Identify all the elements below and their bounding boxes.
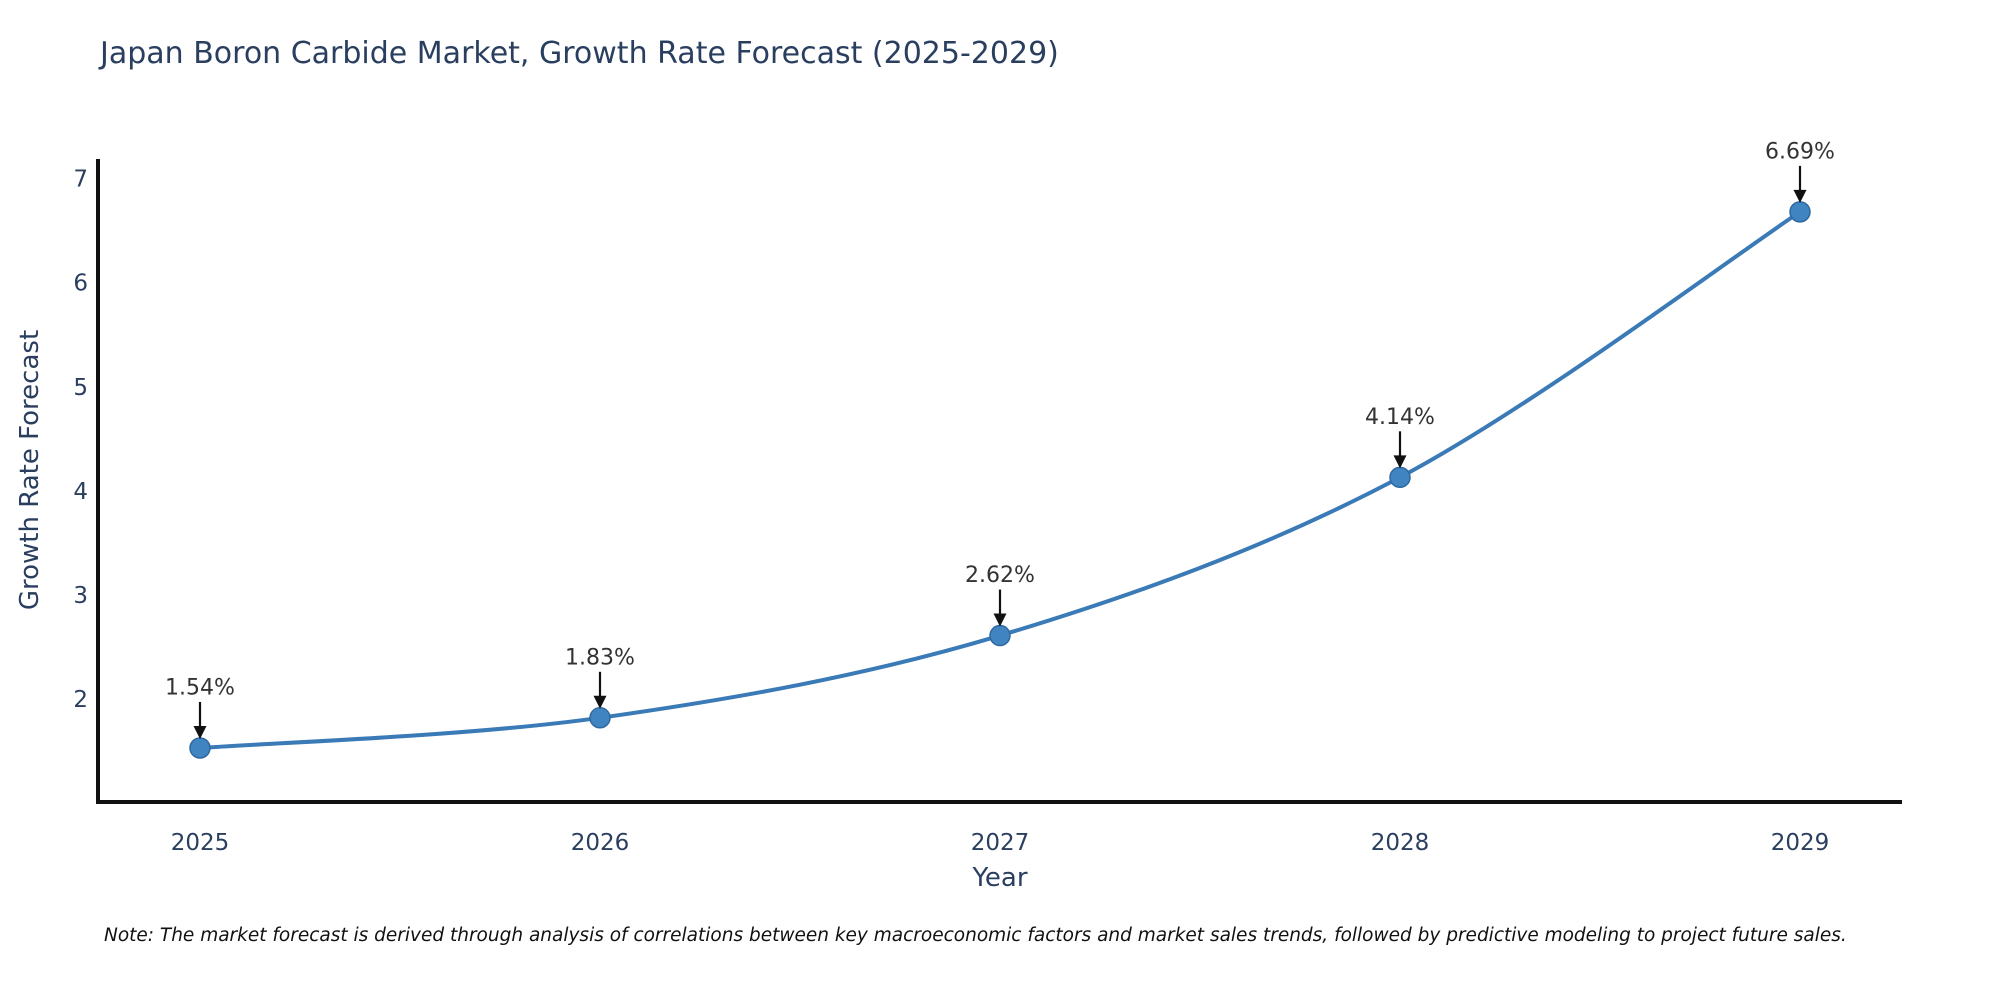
y-tick-label: 3	[73, 583, 88, 609]
annotation-arrow-head	[593, 695, 607, 709]
data-point-marker	[589, 707, 611, 729]
annotation-arrow-head	[993, 613, 1007, 627]
chart-footnote: Note: The market forecast is derived thr…	[104, 925, 1847, 946]
y-tick-label: 7	[73, 167, 88, 193]
data-point-marker	[1789, 201, 1811, 223]
x-tick-label: 2028	[1371, 830, 1430, 856]
data-point-label: 1.54%	[165, 675, 235, 700]
annotation-arrow-head	[193, 725, 207, 739]
y-tick-label: 2	[73, 687, 88, 713]
data-point-label: 4.14%	[1365, 405, 1435, 430]
annotation-arrow-head	[1793, 189, 1807, 203]
data-point-marker	[1389, 466, 1411, 489]
y-tick-label: 6	[73, 271, 88, 297]
y-tick-label: 5	[73, 375, 88, 401]
annotation-arrow-head	[1393, 455, 1407, 469]
data-point-label: 2.62%	[965, 563, 1035, 588]
chart-title: Japan Boron Carbide Market, Growth Rate …	[100, 36, 1059, 71]
data-point-marker	[989, 624, 1011, 647]
x-tick-label: 2027	[971, 830, 1030, 856]
series-line	[198, 209, 1802, 750]
data-point-marker	[189, 737, 211, 759]
x-tick-label: 2025	[171, 830, 230, 856]
data-point-label: 6.69%	[1765, 139, 1835, 164]
data-point-label: 1.83%	[565, 645, 635, 670]
x-tick-label: 2026	[571, 830, 630, 856]
y-axis-title: Growth Rate Forecast	[15, 330, 45, 610]
x-tick-label: 2029	[1771, 830, 1830, 856]
x-axis-title: Year	[971, 863, 1027, 893]
y-tick-label: 4	[73, 479, 88, 505]
